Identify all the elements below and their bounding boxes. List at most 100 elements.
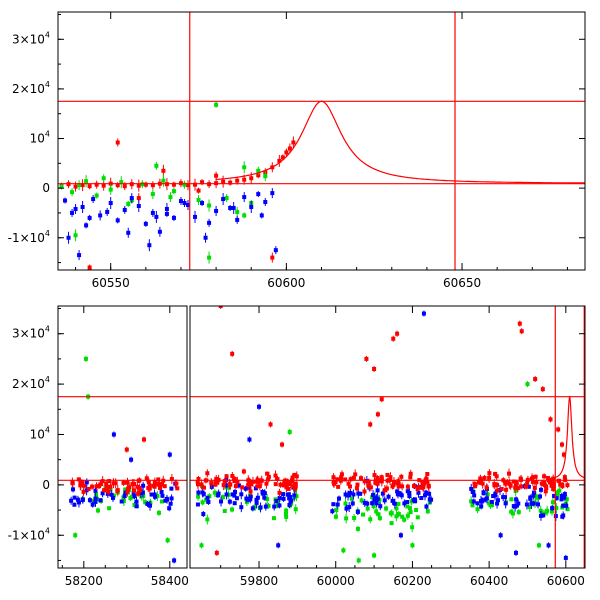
top-green-data-point xyxy=(154,163,159,168)
bottom-xtick-label: 60000 xyxy=(317,574,355,588)
bottom-red-data-point xyxy=(278,482,283,487)
top-green-data-point xyxy=(101,176,106,181)
bottom-red-data-point xyxy=(291,484,296,489)
bottom-blue-data-point xyxy=(514,503,519,508)
bottom-red-data-point xyxy=(286,481,291,486)
bottom-green-data-point xyxy=(374,509,379,514)
bottom-red-data-point xyxy=(113,481,118,486)
bottom-red-data-point xyxy=(233,484,238,489)
bottom-green-data-point xyxy=(509,497,514,502)
bottom-green-data-point xyxy=(157,510,162,515)
bottom-blue-data-point xyxy=(405,500,410,505)
bottom-red-data-point xyxy=(543,489,548,494)
bottom-blue-data-point xyxy=(422,493,427,498)
bottom-red-outlier-data-point xyxy=(124,447,129,452)
bottom-red-data-point xyxy=(199,482,204,487)
bottom-green-data-point xyxy=(226,485,231,490)
bottom-blue-data-point xyxy=(159,489,164,494)
bottom-green-data-point xyxy=(415,515,420,520)
bottom-green-data-point xyxy=(554,506,559,511)
top-red-data-point xyxy=(235,178,240,183)
bottom-red-data-point xyxy=(395,481,400,486)
bottom-blue-data-point xyxy=(478,499,483,504)
bottom-red-data-point xyxy=(224,474,229,479)
bottom-blue-data-point xyxy=(260,491,265,496)
bottom-blue-data-point xyxy=(503,501,508,506)
bottom-red-data-point xyxy=(248,489,253,494)
bottom-red-data-point xyxy=(493,471,498,476)
bottom-green-data-point xyxy=(132,502,137,507)
bottom-blue-data-point xyxy=(355,509,360,514)
top-ytick-times: ×10 xyxy=(20,82,45,96)
bottom-blue-data-point xyxy=(224,483,229,488)
bottom-red-data-point xyxy=(372,473,377,478)
bottom-red-data-point xyxy=(222,479,227,484)
top-ytick-times: ×10 xyxy=(20,231,45,245)
bottom-red-data-point xyxy=(155,481,160,486)
bottom-blue-data-point xyxy=(169,496,174,501)
bottom-green-data-point xyxy=(554,490,559,495)
bottom-red-data-point xyxy=(336,484,341,489)
bottom-green-data-point xyxy=(485,492,490,497)
bottom-red-data-point xyxy=(209,481,214,486)
bottom-blue-data-point xyxy=(84,488,89,493)
bottom-green-data-point xyxy=(107,506,112,511)
bottom-green-data-point xyxy=(355,526,360,531)
top-red-data-point xyxy=(270,255,275,260)
bottom-blue-data-point xyxy=(419,496,424,501)
top-blue-data-point xyxy=(126,230,131,235)
bottom-blue-data-point xyxy=(216,493,221,498)
bottom-red-data-point xyxy=(484,485,489,490)
bottom-red-data-point xyxy=(232,479,237,484)
top-blue-data-point xyxy=(63,198,68,203)
top-red-data-point xyxy=(136,183,141,188)
bottom-green-data-point xyxy=(410,525,415,530)
top-red-data-point xyxy=(284,150,289,155)
bottom-red-outlier-data-point xyxy=(142,437,146,442)
bottom-blue-outlier-data-point xyxy=(247,437,252,442)
bottom-red-data-point xyxy=(175,486,180,491)
bottom-green-data-point xyxy=(470,503,475,508)
bottom-red-data-point xyxy=(159,482,164,487)
bottom-red-data-point xyxy=(495,482,500,487)
bottom-ytick-exp: 4 xyxy=(45,375,50,384)
bottom-red-data-point xyxy=(277,490,282,495)
bottom-red-data-point xyxy=(351,475,356,480)
bottom-red-data-point xyxy=(375,476,380,481)
bottom-blue-data-point xyxy=(80,497,85,502)
top-red-data-point xyxy=(185,183,190,188)
bottom-red-data-point xyxy=(256,479,261,484)
top-blue-data-point xyxy=(231,205,236,210)
bottom-green-data-point xyxy=(394,506,399,511)
bottom-red-data-point xyxy=(376,479,381,484)
top-blue-data-point xyxy=(105,209,110,214)
bottom-green-data-point xyxy=(550,509,555,514)
bottom-ytick-label: -1×104 xyxy=(8,526,50,542)
top-blue-data-point xyxy=(207,220,212,225)
bottom-red-data-point xyxy=(335,477,340,482)
top-blue-data-point xyxy=(259,213,264,218)
bottom-blue-data-point xyxy=(141,483,146,488)
bottom-green-outlier-data-point xyxy=(341,548,346,553)
bottom-red-data-point xyxy=(257,484,262,489)
bottom-blue-data-point xyxy=(288,499,293,504)
bottom-green-data-point xyxy=(344,516,349,521)
bottom-red-data-point xyxy=(419,485,424,490)
bottom-red-data-point xyxy=(275,476,280,481)
top-ytick-exp: 4 xyxy=(45,30,50,39)
bottom-ytick-mantissa: -1 xyxy=(8,528,20,542)
bottom-green-data-point xyxy=(121,499,126,504)
bottom-blue-data-point xyxy=(93,488,98,493)
top-blue-data-point xyxy=(193,214,198,219)
bottom-blue-data-point xyxy=(292,493,297,498)
bottom-red-data-point xyxy=(196,476,201,481)
bottom-red-data-point xyxy=(132,488,137,493)
top-green-data-point xyxy=(224,196,229,201)
bottom-red-data-point xyxy=(235,479,240,484)
bottom-red-data-point xyxy=(97,483,102,488)
bottom-green-data-point xyxy=(377,516,382,521)
top-red-data-point xyxy=(87,265,92,270)
bottom-red-data-point xyxy=(127,485,132,490)
bottom-red-outlier-data-point xyxy=(379,397,384,402)
bottom-green-data-point xyxy=(544,509,549,514)
